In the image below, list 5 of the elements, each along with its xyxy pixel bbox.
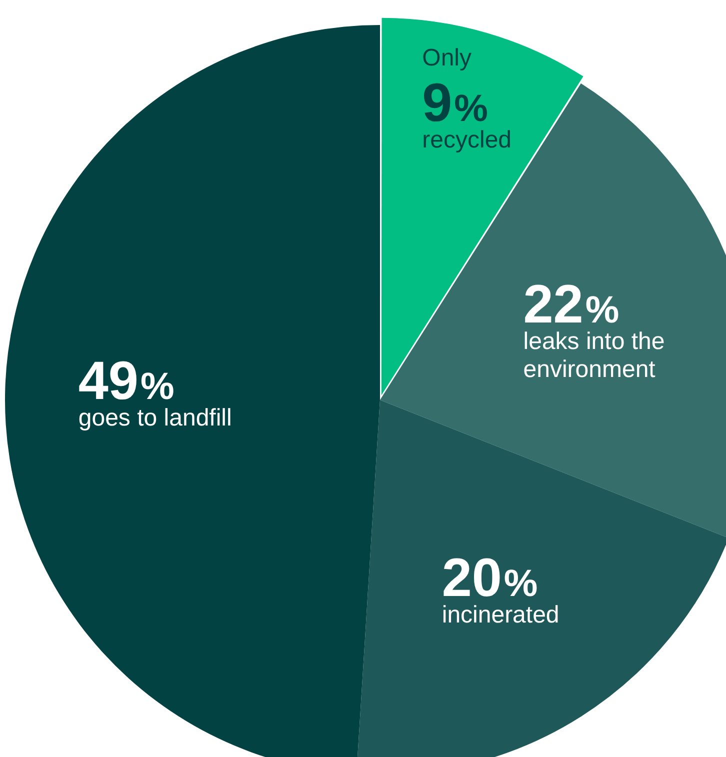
slice-label: recycled <box>422 126 512 154</box>
slice-label: leaks into the environment <box>523 328 665 384</box>
slice-label: incinerated <box>442 602 560 629</box>
slice-label: goes to landfill <box>78 404 232 432</box>
text: Only <box>422 44 472 72</box>
